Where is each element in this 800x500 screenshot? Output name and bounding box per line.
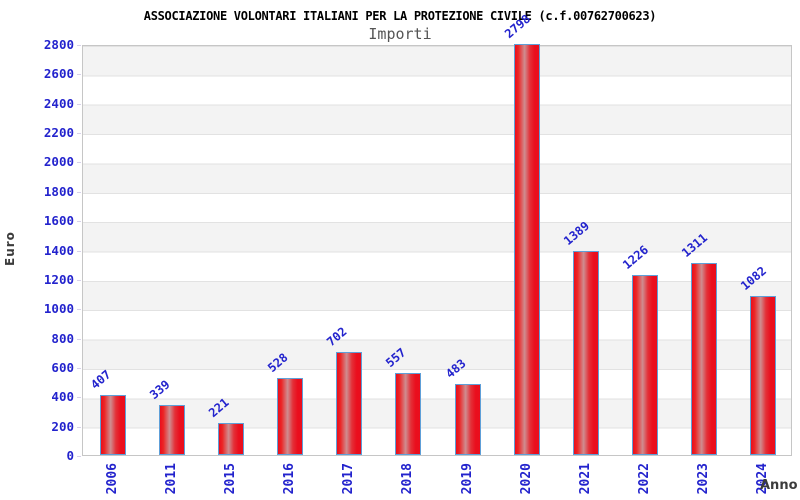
- bar-value-label: 483: [442, 356, 469, 382]
- bar-value-label: 1311: [679, 230, 711, 260]
- bar: [158, 405, 185, 455]
- x-tick-label: 2016: [282, 463, 298, 495]
- y-tick-mark: [77, 456, 81, 457]
- bar-value-label: 1226: [620, 242, 652, 272]
- bar: [217, 422, 244, 455]
- bar-value-label: 339: [146, 377, 173, 403]
- plot-area: 407 339 221 528 702 557 483 2798 1389 1226 1311 108…: [82, 12, 792, 456]
- y-tick-mark: [77, 133, 81, 135]
- y-tick-label: 2800: [43, 37, 74, 52]
- y-tick-mark: [77, 309, 81, 311]
- bar-value-label: 1389: [560, 218, 593, 249]
- x-tick-label: 2006: [104, 463, 120, 495]
- y-axis-title: Euro: [3, 231, 17, 266]
- bar: [691, 262, 718, 455]
- bar: [277, 377, 304, 455]
- y-tick-mark: [77, 74, 81, 76]
- y-tick-label: 400: [51, 389, 74, 405]
- bar: [513, 44, 540, 455]
- y-tick-label: 0: [66, 448, 74, 463]
- y-tick-mark: [77, 250, 81, 252]
- bar-value-label: 528: [265, 349, 291, 375]
- x-tick-label: 2019: [459, 463, 475, 495]
- y-tick-mark: [77, 191, 81, 193]
- x-tick-label: 2011: [163, 463, 179, 495]
- y-tick-label: 200: [51, 418, 74, 434]
- y-tick-label: 1200: [43, 271, 74, 287]
- y-tick-mark: [77, 367, 81, 369]
- bar-value-label: 702: [324, 324, 350, 349]
- y-tick-label: 1000: [43, 301, 74, 317]
- y-tick-mark: [77, 221, 81, 223]
- y-tick-label: 600: [51, 359, 74, 375]
- x-tick-label: 2022: [637, 463, 653, 495]
- y-tick-label: 2600: [43, 66, 74, 82]
- x-tick-label: 2015: [222, 463, 238, 495]
- x-axis-title: Anno: [760, 478, 798, 493]
- bar: [336, 352, 363, 455]
- x-tick-label: 2018: [400, 463, 416, 495]
- bar: [454, 384, 481, 455]
- y-tick-mark: [77, 45, 81, 46]
- bar-value-label: 221: [205, 394, 232, 420]
- y-tick-label: 1600: [43, 213, 74, 229]
- bar-value-label: 557: [383, 345, 410, 371]
- y-tick-label: 800: [51, 330, 74, 346]
- bar: [750, 296, 777, 455]
- bar: [632, 275, 659, 455]
- y-tick-mark: [77, 338, 81, 340]
- y-tick-label: 2000: [43, 154, 74, 170]
- y-tick-mark: [77, 426, 81, 428]
- y-tick-mark: [77, 279, 81, 281]
- y-tick-label: 1400: [43, 242, 74, 258]
- bar: [99, 395, 126, 455]
- chart-title: ASSOCIAZIONE VOLONTARI ITALIANI PER LA P…: [143, 9, 657, 23]
- y-tick-mark: [77, 397, 81, 399]
- y-tick-mark: [77, 103, 81, 105]
- y-tick-label: 2400: [43, 95, 74, 111]
- y-tick-label: 1800: [43, 183, 74, 199]
- x-tick-label: 2021: [577, 463, 593, 495]
- x-tick-label: 2017: [341, 463, 357, 495]
- y-tick-label: 2200: [43, 125, 74, 141]
- bar: [572, 251, 599, 455]
- x-tick-label: 2020: [518, 463, 534, 495]
- y-tick-mark: [77, 162, 81, 164]
- bar: [395, 373, 422, 455]
- chart-subtitle: Importi: [368, 25, 432, 43]
- x-tick-label: 2023: [696, 463, 712, 495]
- bar-value-label: 1082: [738, 263, 770, 294]
- bar-value-label: 407: [87, 367, 114, 393]
